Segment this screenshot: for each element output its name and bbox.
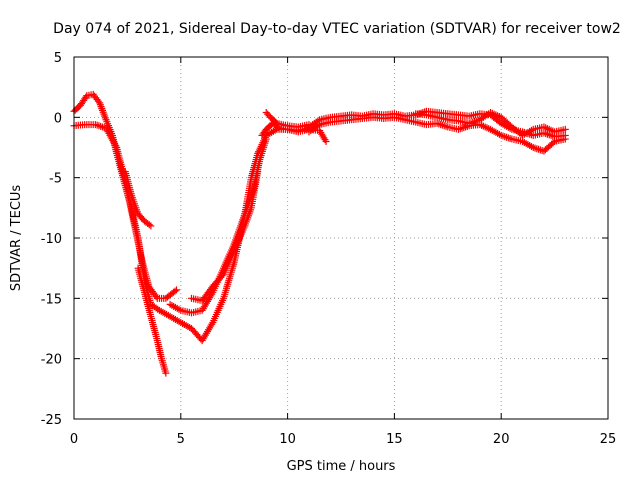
x-tick-label: 15 xyxy=(386,432,403,447)
data-point xyxy=(506,134,514,142)
data-point xyxy=(440,122,448,130)
x-tick-label: 25 xyxy=(600,432,617,447)
chart-title: Day 074 of 2021, Sidereal Day-to-day VTE… xyxy=(53,21,621,37)
data-point xyxy=(97,122,105,130)
x-tick-label: 10 xyxy=(279,432,296,447)
data-point xyxy=(322,137,330,145)
y-tick-label: -5 xyxy=(49,172,62,187)
data-point xyxy=(438,121,446,129)
data-point xyxy=(173,286,181,294)
x-tick-label: 0 xyxy=(70,432,78,447)
data-point xyxy=(456,125,464,133)
data-points xyxy=(70,90,569,377)
grid xyxy=(74,57,608,419)
series-track-7 xyxy=(258,119,330,145)
data-point xyxy=(503,133,511,141)
series-track-4 xyxy=(121,168,155,230)
data-point xyxy=(272,118,280,126)
data-point xyxy=(254,168,262,176)
y-axis-label: SDTVAR / TECUs xyxy=(9,185,24,292)
data-point xyxy=(152,293,160,301)
series-track-8 xyxy=(262,109,313,131)
data-point xyxy=(171,287,179,295)
series-track-3 xyxy=(134,264,170,377)
axis-ticks: 0 5 10 15 20 25 -25 -20 -15 -10 -5 0 5 xyxy=(41,51,617,447)
y-tick-label: -15 xyxy=(41,292,62,307)
x-tick-label: 5 xyxy=(177,432,185,447)
x-tick-label: 20 xyxy=(493,432,510,447)
data-point xyxy=(147,222,155,230)
data-point xyxy=(145,221,153,229)
series-track-10 xyxy=(305,113,569,155)
x-axis-label: GPS time / hours xyxy=(287,459,396,474)
y-tick-label: -20 xyxy=(41,353,62,368)
data-point xyxy=(460,124,468,132)
y-tick-label: -25 xyxy=(41,413,62,428)
y-tick-label: 5 xyxy=(54,51,62,66)
data-point xyxy=(417,109,425,117)
data-point xyxy=(561,125,569,133)
data-point xyxy=(504,134,512,142)
data-point xyxy=(549,139,557,147)
y-tick-label: 0 xyxy=(54,111,62,126)
data-point xyxy=(95,122,103,130)
data-point xyxy=(442,122,450,130)
data-point xyxy=(94,97,102,105)
data-point xyxy=(561,135,569,143)
series-track-6 xyxy=(187,168,262,305)
data-point xyxy=(535,145,543,153)
data-point xyxy=(93,121,101,129)
data-point xyxy=(218,272,226,280)
data-point xyxy=(162,369,170,377)
y-tick-label: -10 xyxy=(41,232,62,247)
data-point xyxy=(262,135,270,143)
series-track-11 xyxy=(412,109,569,139)
